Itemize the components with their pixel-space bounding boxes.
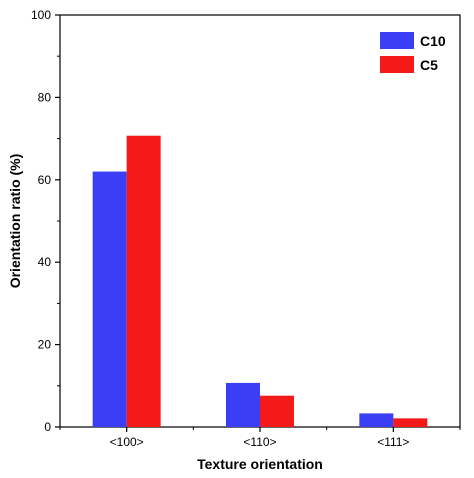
bar-c10-2 [359,413,394,427]
x-tick-label: <110> [243,435,276,449]
y-tick-label: 40 [38,255,52,269]
bar-c10-1 [226,382,260,427]
legend: C10 C5 [380,32,446,73]
legend-label-c5: C5 [420,57,438,73]
y-tick-label: 80 [38,90,52,104]
y-axis-title: Orientation ratio (%) [7,154,23,289]
x-axis-title: Texture orientation [197,456,323,472]
legend-label-c10: C10 [420,33,446,49]
y-tick-label: 100 [31,8,51,22]
legend-swatch-c10 [380,32,414,49]
y-axis: 0 20 40 60 80 100 [31,8,60,434]
bar-c5-1 [260,395,294,427]
y-tick-label: 20 [38,338,52,352]
y-tick-label: 60 [38,173,52,187]
bar-c10-0 [92,171,127,427]
bars-group [92,135,428,427]
x-axis: <100> <110> <111> [59,427,461,449]
x-tick-label: <100> [110,435,144,449]
bar-c5-2 [393,418,428,427]
y-tick-label: 0 [44,420,51,434]
bar-c5-0 [126,135,161,427]
legend-swatch-c5 [380,56,414,73]
x-tick-label: <111> [377,435,409,449]
